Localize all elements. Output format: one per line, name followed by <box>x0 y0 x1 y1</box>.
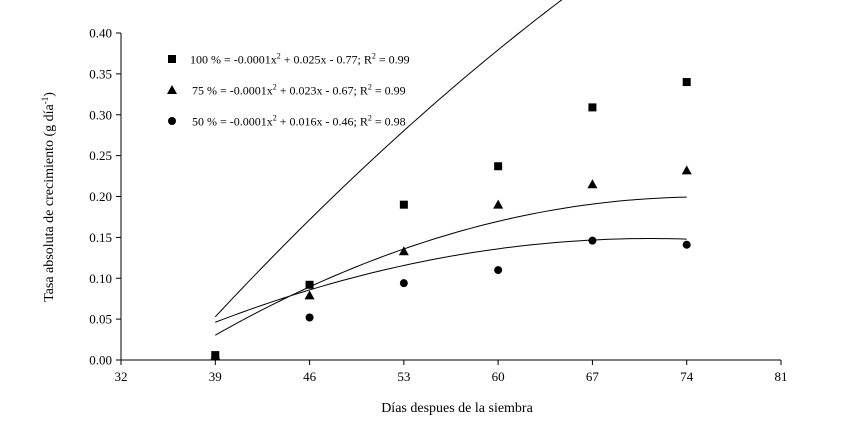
legend-equation: 50 % = -0.0001x2 + 0.016x - 0.46; R2 = 0… <box>192 114 406 129</box>
y-tick-label: 0.10 <box>89 271 112 286</box>
data-point-triangle <box>681 165 692 175</box>
data-point-triangle <box>398 246 409 256</box>
y-axis-title: Tasa absoluta de crecimiento (g día-1) <box>40 92 57 302</box>
y-tick-label: 0.35 <box>89 66 112 81</box>
legend: 100 % = -0.0001x2 + 0.025x - 0.77; R2 = … <box>167 52 410 129</box>
data-point-circle <box>399 279 408 288</box>
y-tick-label: 0.15 <box>89 230 112 245</box>
y-axis-ticks: 0.00 0.05 0.10 0.15 0.20 0.25 0.30 0.35 0.40 <box>89 26 121 368</box>
x-tick-label: 81 <box>775 369 788 384</box>
y-tick-label: 0.30 <box>89 107 112 122</box>
x-tick-label: 46 <box>303 369 317 384</box>
data-point-circle <box>211 352 220 361</box>
legend-marker-circle <box>168 117 176 125</box>
data-point-circle <box>305 313 314 322</box>
legend-item-circle: 50 % = -0.0001x2 + 0.016x - 0.46; R2 = 0… <box>168 114 406 129</box>
fit-curves <box>214 0 687 336</box>
legend-item-triangle: 75 % = -0.0001x2 + 0.023x - 0.67; R2 = 0… <box>167 83 406 98</box>
legend-equation: 100 % = -0.0001x2 + 0.025x - 0.77; R2 = … <box>190 52 410 67</box>
data-point-circle <box>494 266 503 275</box>
data-point-square <box>682 78 691 87</box>
y-axis-title-end: ) <box>42 92 57 97</box>
data-point-circle <box>682 240 691 249</box>
data-points <box>210 78 692 361</box>
x-axis-ticks: 32 39 46 53 60 67 74 81 <box>115 360 788 384</box>
x-tick-label: 60 <box>492 369 505 384</box>
data-point-square <box>399 200 408 209</box>
x-tick-label: 74 <box>680 369 694 384</box>
fit-curve-circle <box>215 238 687 323</box>
y-tick-label: 0.05 <box>89 312 112 327</box>
legend-marker-square <box>168 55 176 63</box>
y-axis-title-superscript: -1 <box>40 97 50 105</box>
data-point-square <box>588 103 597 112</box>
data-point-triangle <box>304 290 315 300</box>
data-point-triangle <box>587 179 598 189</box>
y-tick-label: 0.25 <box>89 148 112 163</box>
y-tick-label: 0.40 <box>89 26 112 41</box>
legend-item-square: 100 % = -0.0001x2 + 0.025x - 0.77; R2 = … <box>168 52 410 67</box>
fit-curve-square <box>214 0 563 318</box>
x-tick-label: 39 <box>209 369 222 384</box>
data-point-triangle <box>493 199 504 209</box>
data-point-square <box>494 162 503 171</box>
y-tick-label: 0.00 <box>89 353 112 368</box>
legend-equation: 75 % = -0.0001x2 + 0.023x - 0.67; R2 = 0… <box>192 83 406 98</box>
x-tick-label: 67 <box>586 369 600 384</box>
x-axis-title: Días despues de la siembra <box>381 401 533 416</box>
x-tick-label: 32 <box>115 369 128 384</box>
y-tick-label: 0.20 <box>89 189 112 204</box>
legend-marker-triangle <box>167 85 177 94</box>
y-axis-title-main: Tasa absoluta de crecimiento (g día <box>42 103 57 301</box>
data-point-circle <box>588 236 597 245</box>
fit-curve-triangle <box>215 196 687 336</box>
x-tick-label: 53 <box>397 369 410 384</box>
data-point-square <box>305 280 314 289</box>
plot-area: 0.000.050.100.150.200.250.300.350.40 32 3… <box>89 0 788 384</box>
